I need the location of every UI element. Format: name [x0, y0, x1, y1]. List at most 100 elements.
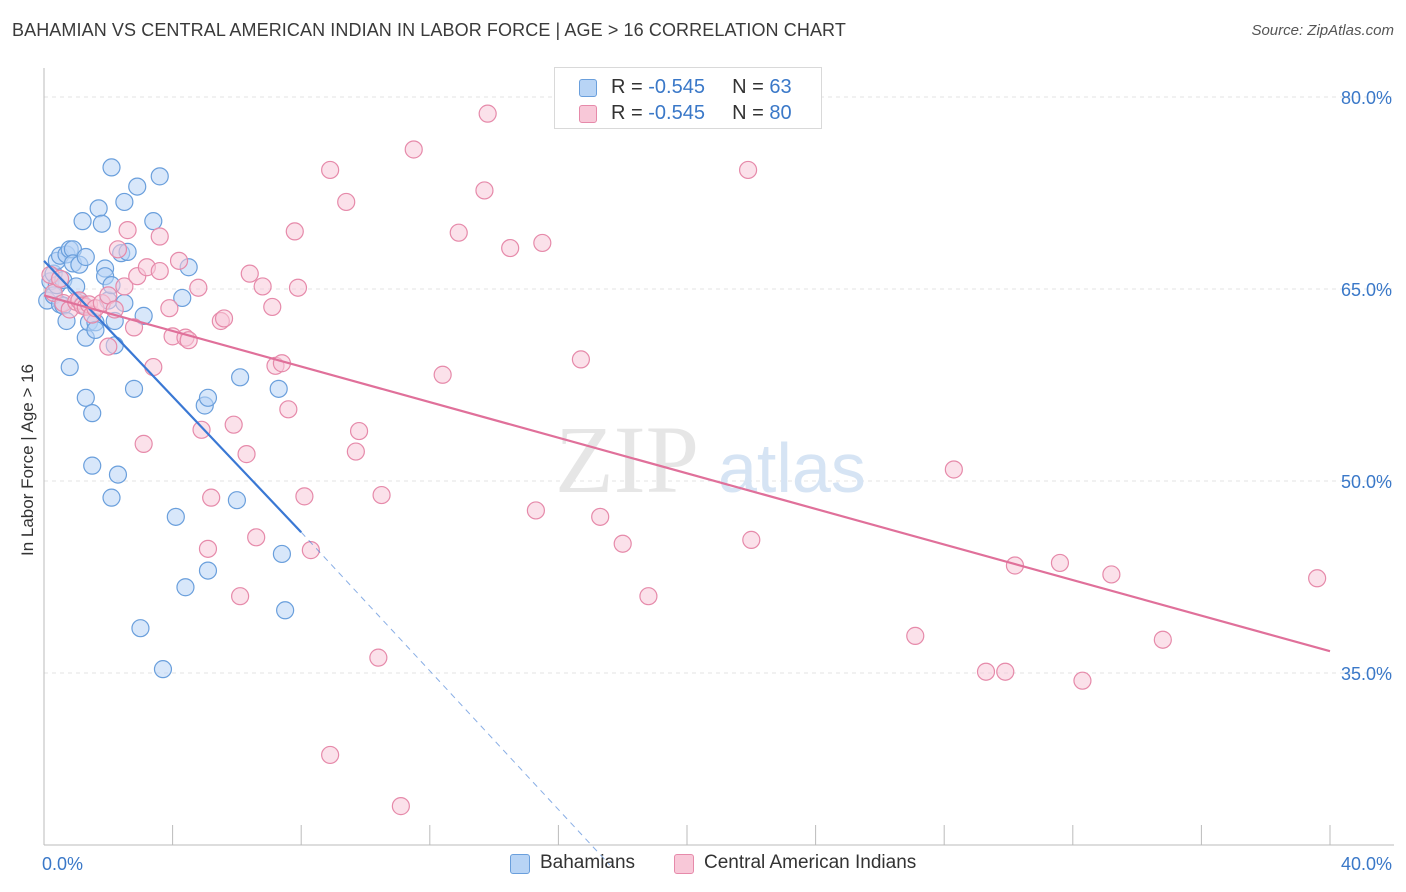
central-american-indian-point — [189, 278, 208, 297]
n-label: N = — [732, 102, 770, 124]
r-value: -0.545 — [648, 76, 705, 98]
bahamian-point — [269, 379, 288, 398]
source-label: Source: ZipAtlas.com — [1251, 22, 1394, 39]
bahamian-point — [102, 488, 121, 507]
bahamian-point — [131, 619, 150, 638]
central-american-indian-point — [169, 251, 189, 270]
central-american-indian-point — [263, 297, 282, 317]
central-american-indian-point — [639, 587, 658, 606]
central-american-indian-point — [301, 541, 320, 560]
bahamian-point — [198, 561, 218, 580]
bahamian-point — [144, 212, 163, 231]
central-american-indian-point — [478, 104, 497, 123]
bahamian-point — [83, 456, 102, 475]
central-american-indian-point — [118, 221, 137, 240]
blue-swatch-icon — [510, 854, 530, 874]
bahamian-point — [227, 491, 246, 510]
watermark-zip: ZIP — [555, 406, 699, 513]
x-tick-label: 0.0% — [42, 854, 83, 874]
y-tick-label: 80.0% — [1341, 88, 1392, 108]
central-american-indian-point — [742, 530, 761, 549]
bahamian-point — [272, 544, 292, 564]
bahamian-point — [128, 177, 147, 196]
bahamian-point — [76, 388, 95, 407]
central-american-indian-point — [160, 299, 179, 318]
central-american-indian-point — [247, 528, 266, 547]
y-tick-label: 35.0% — [1341, 664, 1392, 684]
central-american-indian-point — [996, 662, 1015, 681]
bahamian-point — [102, 158, 121, 177]
r-value: -0.545 — [648, 102, 705, 124]
central-american-indian-point — [240, 264, 259, 283]
bahamian-point — [150, 167, 169, 186]
bahamian-point — [198, 388, 218, 407]
central-american-indian-point — [279, 400, 298, 419]
x-tick-label: 40.0% — [1341, 854, 1392, 874]
central-american-indian-point — [944, 460, 963, 479]
central-american-indian-point — [372, 485, 391, 505]
bahamian-point — [231, 368, 250, 387]
central-american-indian-point — [1102, 565, 1121, 584]
central-american-indian-point — [346, 442, 365, 461]
central-american-indian-point — [404, 140, 423, 159]
central-american-indian-point — [124, 318, 144, 337]
bahamian-point — [173, 288, 192, 308]
central-american-indian-point — [231, 587, 250, 606]
bahamian-trend-extension — [300, 531, 611, 866]
central-american-indian-point — [321, 745, 340, 765]
central-american-indian-point — [501, 238, 520, 258]
bahamian-point — [108, 465, 128, 484]
central-american-indian-point — [976, 662, 996, 681]
bahamian-point — [76, 247, 95, 267]
central-american-indian-point — [150, 261, 169, 281]
central-american-indian-point — [369, 648, 388, 667]
central-american-indian-point — [253, 277, 272, 296]
central-american-indian-point — [237, 445, 256, 464]
central-american-indian-point — [295, 487, 314, 506]
n-value: 63 — [769, 76, 792, 98]
central-american-indian-trend-line — [43, 294, 1331, 653]
bahamian-point — [86, 320, 105, 340]
legend-label: Bahamians — [540, 852, 636, 873]
bahamian-point — [115, 192, 134, 212]
central-american-indian-point — [144, 357, 163, 377]
central-american-indian-point — [449, 223, 468, 242]
central-american-indian-point — [150, 227, 169, 246]
chart-title: BAHAMIAN VS CENTRAL AMERICAN INDIAN IN L… — [12, 20, 846, 40]
bahamian-point — [153, 660, 173, 679]
central-american-indian-point — [337, 192, 356, 212]
central-american-indian-point — [526, 501, 545, 520]
y-tick-label: 65.0% — [1341, 280, 1392, 300]
central-american-indian-point — [1073, 671, 1092, 690]
central-american-indian-point — [108, 240, 128, 259]
central-american-indian-point — [202, 488, 221, 507]
central-american-indian-point — [214, 309, 234, 328]
legend-label: Central American Indians — [704, 852, 917, 873]
central-american-indian-point — [591, 507, 610, 526]
central-american-indian-point — [134, 434, 153, 453]
n-label: N = — [732, 76, 770, 98]
watermark-atlas: atlas — [718, 429, 866, 507]
r-label: R = — [611, 102, 649, 124]
central-american-indian-point — [285, 222, 304, 241]
central-american-indian-point — [475, 181, 494, 200]
central-american-indian-point — [613, 534, 632, 553]
central-american-indian-point — [321, 160, 340, 180]
bahamian-point — [124, 379, 144, 398]
central-american-indian-point — [738, 160, 758, 180]
central-american-indian-point — [99, 337, 118, 356]
central-american-indian-point — [1308, 569, 1327, 588]
pink-swatch-icon — [674, 854, 694, 874]
bahamian-point — [73, 212, 92, 231]
blue-swatch-icon — [579, 79, 597, 97]
central-american-indian-point — [349, 421, 369, 441]
y-tick-label: 50.0% — [1341, 472, 1392, 492]
bahamian-point — [176, 578, 195, 597]
central-american-indian-point — [906, 626, 925, 645]
central-american-indian-point — [288, 278, 308, 297]
bahamian-trend-line — [43, 260, 302, 533]
bahamian-point — [60, 357, 79, 377]
central-american-indian-point — [1153, 630, 1172, 649]
central-american-indian-point — [192, 420, 211, 439]
